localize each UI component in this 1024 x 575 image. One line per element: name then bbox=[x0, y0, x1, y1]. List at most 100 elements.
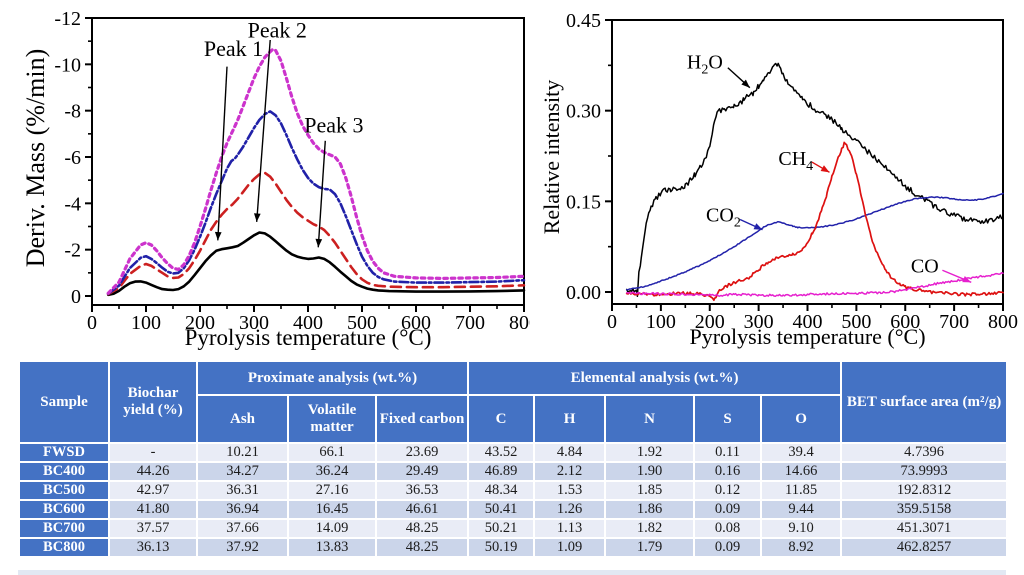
value-cell: 23.69 bbox=[374, 442, 470, 463]
series-CH4-line bbox=[625, 141, 1004, 302]
y-tick-label: 0.15 bbox=[566, 191, 601, 213]
table-row: BC800 36.13 37.92 13.83 48.25 50.19 1.09 1.79 0.… bbox=[18, 537, 1009, 558]
x-tick-label: 200 bbox=[185, 312, 215, 334]
value-cell: 2.12 bbox=[533, 461, 607, 482]
value-cell: 359.5158 bbox=[840, 499, 1009, 520]
value-cell: 0.12 bbox=[693, 480, 763, 501]
value-cell: 50.21 bbox=[467, 518, 536, 539]
header-n: N bbox=[604, 394, 696, 444]
x-tick-label: 300 bbox=[239, 312, 269, 334]
value-cell: 34.27 bbox=[196, 461, 289, 482]
value-cell: 1.85 bbox=[604, 480, 696, 501]
sample-cell: BC600 bbox=[18, 499, 110, 520]
x-tick-label: 300 bbox=[744, 311, 774, 333]
dtg-y-axis-title: Deriv. Mass (%/min) bbox=[21, 48, 50, 268]
header-h: H bbox=[533, 394, 607, 444]
value-cell: 0.11 bbox=[693, 442, 763, 463]
x-tick-label: 0 bbox=[607, 311, 617, 333]
value-cell: 0.09 bbox=[693, 537, 763, 558]
value-cell: 0.09 bbox=[693, 499, 763, 520]
table-row: BC500 42.97 36.31 27.16 36.53 48.34 1.53 1.85 0.… bbox=[18, 480, 1009, 501]
value-cell: 50.19 bbox=[467, 537, 536, 558]
sample-cell: BC800 bbox=[18, 537, 110, 558]
value-cell: 1.79 bbox=[604, 537, 696, 558]
value-cell: 41.80 bbox=[108, 499, 198, 520]
ms-y-axis-title: Relative intensity bbox=[539, 79, 564, 235]
series-CO2-line bbox=[625, 192, 1004, 291]
value-cell: 46.89 bbox=[467, 461, 536, 482]
annotation-label: Peak 1 bbox=[204, 36, 263, 61]
value-cell: 16.45 bbox=[287, 499, 377, 520]
value-cell: 66.1 bbox=[287, 442, 377, 463]
series-H2O-line bbox=[625, 62, 1004, 298]
series-blue-dashdot-line bbox=[106, 110, 526, 295]
header-o: O bbox=[760, 394, 843, 444]
value-cell: 37.92 bbox=[196, 537, 289, 558]
x-tick-label: 500 bbox=[841, 311, 871, 333]
value-cell: 27.16 bbox=[287, 480, 377, 501]
value-cell: 11.85 bbox=[760, 480, 843, 501]
x-tick-label: 100 bbox=[646, 311, 676, 333]
y-tick-label: -10 bbox=[54, 54, 81, 76]
annotation-arrow-line bbox=[317, 140, 326, 248]
x-tick-label: 600 bbox=[401, 312, 431, 334]
value-cell: 14.66 bbox=[760, 461, 843, 482]
value-cell: 1.13 bbox=[533, 518, 607, 539]
value-cell: 4.7396 bbox=[840, 442, 1009, 463]
value-cell: 1.92 bbox=[604, 442, 696, 463]
value-cell: 1.82 bbox=[604, 518, 696, 539]
header-s: S bbox=[693, 394, 763, 444]
series-magenta-dotted-line bbox=[106, 47, 526, 295]
x-tick-label: 600 bbox=[890, 311, 920, 333]
y-tick-label: 0.45 bbox=[566, 10, 601, 32]
value-cell: 1.26 bbox=[533, 499, 607, 520]
value-cell: 42.97 bbox=[108, 480, 198, 501]
x-tick-label: 700 bbox=[455, 312, 485, 334]
annotation-arrowhead bbox=[253, 213, 261, 222]
header-biochar-yield: Biochar yield (%) bbox=[108, 360, 198, 444]
header-c: C bbox=[467, 394, 536, 444]
x-tick-label: 400 bbox=[793, 311, 823, 333]
value-cell: 9.44 bbox=[760, 499, 843, 520]
value-cell: 14.09 bbox=[287, 518, 377, 539]
value-cell: 48.25 bbox=[374, 537, 470, 558]
value-cell: 4.84 bbox=[533, 442, 607, 463]
annotation-label: Peak 2 bbox=[248, 17, 307, 42]
value-cell: 0.08 bbox=[693, 518, 763, 539]
annotation-label: CO2 bbox=[706, 205, 741, 231]
header-proximate: Proximate analysis (wt.%) bbox=[195, 360, 470, 396]
y-tick-label: 0 bbox=[71, 286, 81, 308]
value-cell: 48.34 bbox=[467, 480, 536, 501]
header-sample: Sample bbox=[18, 360, 110, 444]
value-cell: 36.94 bbox=[196, 499, 289, 520]
value-cell: 13.83 bbox=[287, 537, 377, 558]
annotation-arrowhead bbox=[315, 238, 323, 248]
value-cell: 0.16 bbox=[693, 461, 763, 482]
value-cell: 37.66 bbox=[196, 518, 289, 539]
y-tick-label: -6 bbox=[64, 147, 81, 169]
sample-cell: BC500 bbox=[18, 480, 110, 501]
sample-cell: FWSD bbox=[18, 442, 110, 463]
x-tick-label: 400 bbox=[293, 312, 323, 334]
value-cell: 29.49 bbox=[374, 461, 470, 482]
y-tick-label: -8 bbox=[64, 101, 81, 123]
header-fixed-carbon: Fixed carbon bbox=[374, 394, 470, 444]
header-elemental: Elemental analysis (wt.%) bbox=[467, 360, 843, 396]
x-tick-label: 100 bbox=[131, 312, 161, 334]
dtg-chart: 0 100 200 300 400 500 600 700 800 0 -2 -4 -6 -8 -10 -12… bbox=[0, 0, 530, 358]
table-row: BC600 41.80 36.94 16.45 46.61 50.41 1.26 1.86 0.… bbox=[18, 499, 1009, 520]
value-cell: 48.25 bbox=[374, 518, 470, 539]
cropped-next-row bbox=[18, 570, 1006, 575]
dtg-x-axis-title: Pyrolysis temperature (°C) bbox=[184, 325, 432, 350]
dtg-chart-canvas: 0 100 200 300 400 500 600 700 800 0 -2 -4 -6 -8 -10 -12… bbox=[54, 8, 530, 334]
x-tick-label: 0 bbox=[87, 312, 97, 334]
annotation-label: Peak 3 bbox=[304, 112, 363, 137]
value-cell: 1.86 bbox=[604, 499, 696, 520]
value-cell: 192.8312 bbox=[840, 480, 1009, 501]
value-cell: 36.31 bbox=[196, 480, 289, 501]
sample-cell: BC700 bbox=[18, 518, 110, 539]
annotation-label: CO bbox=[911, 255, 939, 277]
y-tick-label: 0.30 bbox=[566, 101, 601, 123]
y-tick-label: -12 bbox=[54, 8, 81, 30]
